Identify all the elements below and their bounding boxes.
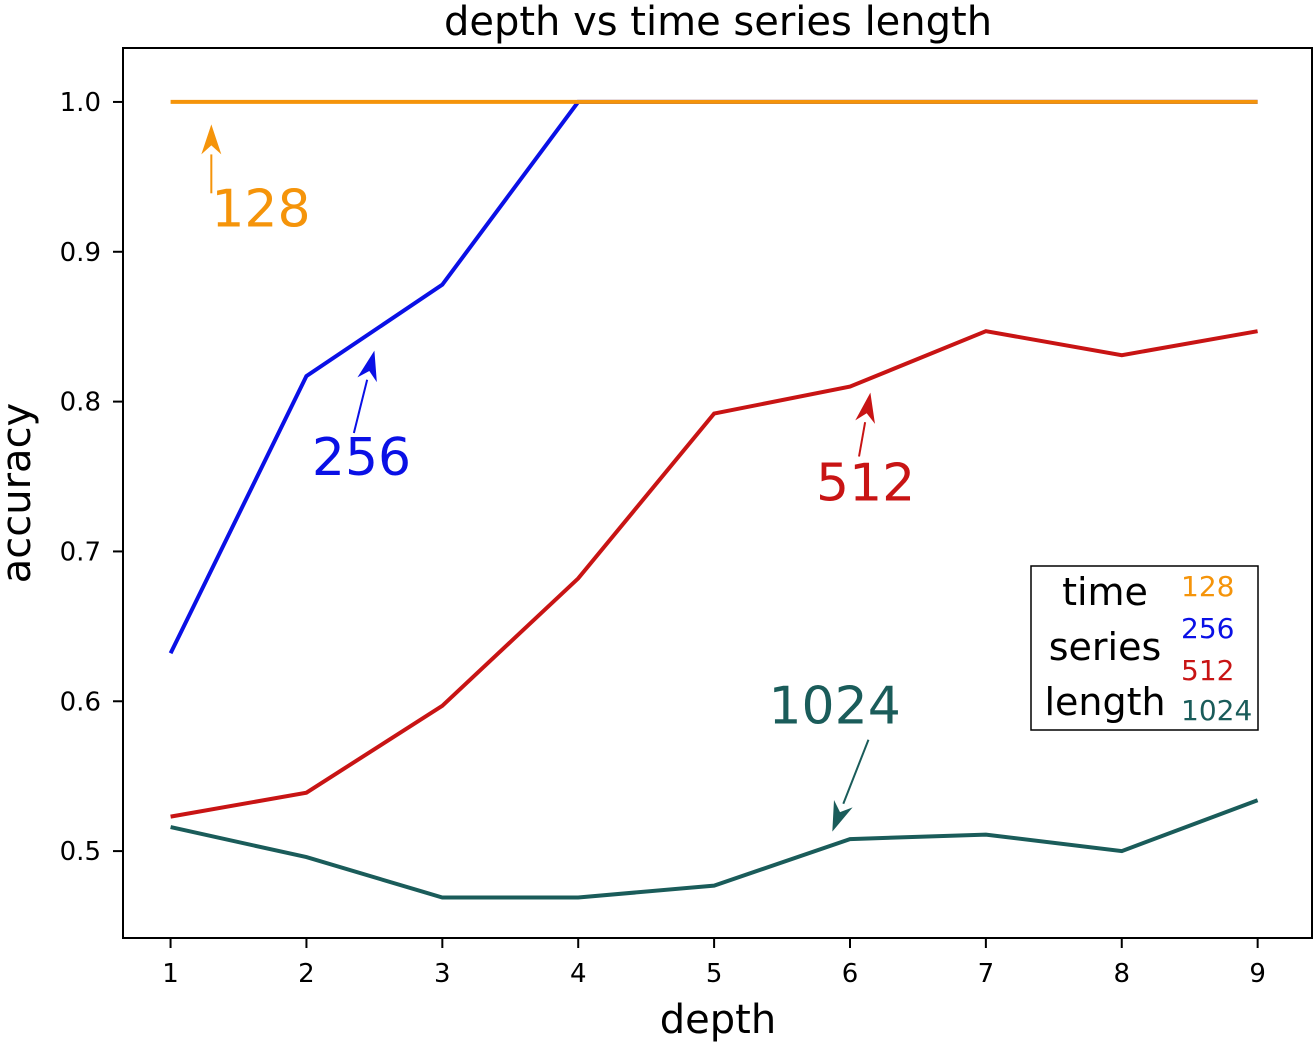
legend-entry-1024: 1024 <box>1181 694 1252 727</box>
x-tick-label: 9 <box>1249 959 1266 989</box>
annotation-arrow-1024 <box>842 739 870 805</box>
legend-title-line: length <box>1044 680 1165 724</box>
y-tick-label: 0.7 <box>60 537 101 567</box>
y-tick-label: 0.6 <box>60 687 101 717</box>
y-tick-label: 1.0 <box>60 88 101 118</box>
annotation-label-128: 128 <box>211 179 310 239</box>
x-tick-label: 3 <box>434 959 451 989</box>
x-axis-label: depth <box>660 997 776 1043</box>
x-tick-label: 7 <box>978 959 995 989</box>
legend-entry-256: 256 <box>1181 612 1234 645</box>
annotation-arrow-256 <box>352 379 369 434</box>
y-axis: 0.5 0.6 0.7 0.8 0.9 1.0 <box>60 88 123 867</box>
annotation-arrowhead-256 <box>357 350 377 383</box>
annotation-arrowhead-1024 <box>832 800 853 832</box>
series-line-512 <box>170 329 1258 819</box>
legend: time series length 128 256 512 1024 <box>1030 565 1259 731</box>
x-tick-label: 6 <box>842 959 859 989</box>
legend-entry-128: 128 <box>1181 570 1234 603</box>
annotation-arrowhead-512 <box>855 392 875 424</box>
y-tick-label: 0.5 <box>60 837 101 867</box>
x-tick-label: 4 <box>570 959 587 989</box>
legend-title-line: time <box>1062 570 1148 614</box>
x-tick-label: 1 <box>162 959 179 989</box>
plot-area-frame <box>122 47 1313 939</box>
annotation-label-256: 256 <box>312 428 411 488</box>
y-axis-label: accuracy <box>0 403 40 583</box>
legend-entry-512: 512 <box>1181 654 1234 687</box>
x-tick-label: 2 <box>298 959 315 989</box>
annotation-layer: 128 256 512 1024 <box>201 124 915 832</box>
y-tick-label: 0.8 <box>60 388 101 418</box>
y-tick-label: 0.9 <box>60 238 101 268</box>
chart-title: depth vs time series length <box>444 0 992 45</box>
legend-title-line: series <box>1049 625 1162 669</box>
series-line-1024 <box>170 798 1259 900</box>
annotation-label-1024: 1024 <box>768 677 900 737</box>
legend-box <box>1030 565 1259 731</box>
series-layer <box>168 99 1259 900</box>
x-tick-label: 5 <box>706 959 723 989</box>
annotation-label-512: 512 <box>816 453 915 513</box>
x-axis: 1 2 3 4 5 6 7 8 9 <box>162 938 1266 989</box>
annotation-arrow-512 <box>858 421 867 457</box>
x-tick-label: 8 <box>1113 959 1130 989</box>
annotation-arrowhead-128 <box>201 124 222 155</box>
